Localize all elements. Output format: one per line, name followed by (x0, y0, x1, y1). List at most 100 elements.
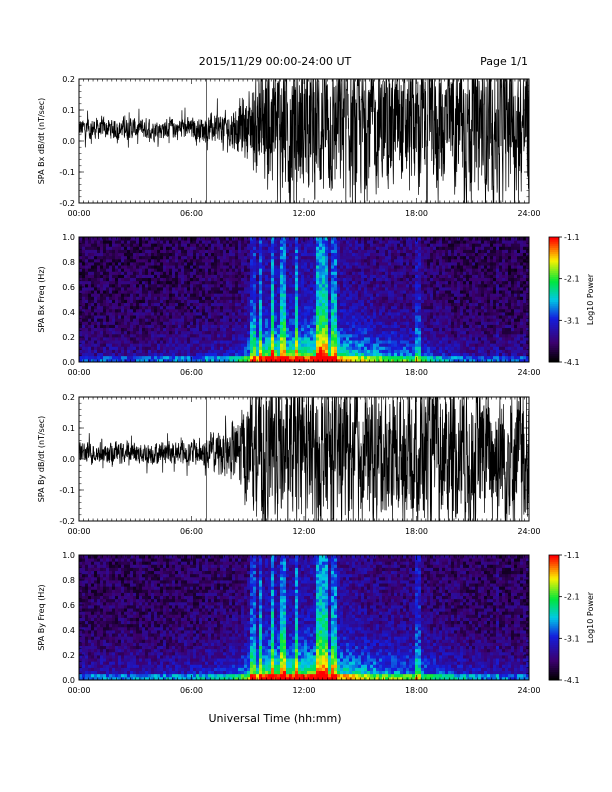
heatmap-cell (166, 352, 170, 357)
heatmap-cell (394, 346, 398, 350)
heatmap-cell (121, 337, 125, 341)
heatmap-cell (241, 352, 245, 357)
heatmap-cell (319, 290, 323, 294)
heatmap-cell (379, 299, 383, 304)
heatmap-cell (415, 299, 419, 304)
heatmap-cell (223, 243, 227, 247)
heatmap-cell (283, 287, 287, 291)
heatmap-cell (316, 287, 320, 291)
heatmap-cell (256, 337, 260, 341)
heatmap-cell (133, 327, 137, 332)
heatmap-cell (286, 268, 290, 272)
heatmap-cell (418, 271, 422, 275)
heatmap-cell (142, 240, 146, 244)
heatmap-cell (166, 255, 170, 260)
heatmap-cell (430, 358, 434, 363)
heatmap-cell (196, 343, 200, 347)
heatmap-cell (238, 330, 242, 335)
heatmap-cell (139, 324, 143, 329)
heatmap-cell (253, 265, 257, 269)
heatmap-cell (310, 252, 314, 257)
heatmap-cell (154, 349, 158, 354)
heatmap-cell (190, 280, 194, 285)
heatmap-cell (130, 280, 134, 285)
heatmap-cell (409, 271, 413, 275)
heatmap-cell (88, 333, 92, 338)
heatmap-cell (199, 337, 203, 341)
heatmap-cell (397, 246, 401, 250)
heatmap-cell (118, 271, 122, 275)
heatmap-cell (241, 290, 245, 294)
heatmap-cell (367, 330, 371, 335)
heatmap-cell (205, 296, 209, 300)
heatmap-cell (166, 237, 170, 241)
heatmap-cell (145, 333, 149, 338)
heatmap-cell (337, 255, 341, 260)
heatmap-cell (355, 343, 359, 347)
heatmap-cell (340, 352, 344, 357)
heatmap-cell (367, 305, 371, 310)
heatmap-cell (406, 296, 410, 300)
heatmap-cell (199, 283, 203, 288)
heatmap-cell (271, 258, 275, 263)
heatmap-cell (106, 346, 110, 350)
heatmap-cell (388, 352, 392, 357)
heatmap-cell (82, 337, 86, 341)
heatmap-cell (334, 327, 338, 332)
heatmap-cell (235, 255, 239, 260)
heatmap-cell (250, 258, 254, 263)
heatmap-cell (364, 305, 368, 310)
heatmap-cell (217, 349, 221, 354)
heatmap-cell (415, 327, 419, 332)
heatmap-cell (361, 243, 365, 247)
heatmap-cell (247, 343, 251, 347)
heatmap-cell (253, 346, 257, 350)
heatmap-cell (178, 321, 182, 325)
heatmap-cell (304, 352, 308, 357)
heatmap-cell (310, 258, 314, 263)
heatmap-cell (391, 265, 395, 269)
heatmap-cell (268, 287, 272, 291)
heatmap-cell (172, 305, 176, 310)
heatmap-cell (358, 355, 362, 360)
heatmap-cell (256, 280, 260, 285)
heatmap-cell (400, 271, 404, 275)
heatmap-cell (364, 296, 368, 300)
heatmap-cell (343, 293, 347, 297)
heatmap-cell (121, 340, 125, 344)
heatmap-cell (82, 271, 86, 275)
heatmap-cell (427, 296, 431, 300)
heatmap-cell (415, 333, 419, 338)
heatmap-cell (232, 327, 236, 332)
heatmap-cell (100, 324, 104, 329)
heatmap-cell (229, 274, 233, 279)
heatmap-cell (424, 299, 428, 304)
heatmap-cell (370, 343, 374, 347)
heatmap-cell (181, 305, 185, 310)
heatmap-cell (250, 324, 254, 329)
heatmap-cell (367, 290, 371, 294)
heatmap-cell (271, 265, 275, 269)
heatmap-cell (196, 308, 200, 313)
heatmap-cell (190, 321, 194, 325)
heatmap-cell (205, 343, 209, 347)
heatmap-cell (415, 293, 419, 297)
heatmap-cell (91, 299, 95, 304)
heatmap-cell (421, 243, 425, 247)
heatmap-cell (277, 343, 281, 347)
heatmap-cell (370, 337, 374, 341)
heatmap-cell (130, 308, 134, 313)
heatmap-cell (121, 265, 125, 269)
heatmap-cell (151, 252, 155, 257)
heatmap-cell (394, 321, 398, 325)
heatmap-cell (409, 349, 413, 354)
heatmap-cell (265, 315, 269, 319)
heatmap-cell (151, 358, 155, 363)
heatmap-cell (340, 290, 344, 294)
heatmap-cell (310, 358, 314, 363)
heatmap-cell (247, 296, 251, 300)
heatmap-cell (178, 277, 182, 282)
heatmap-cell (418, 249, 422, 254)
heatmap-cell (361, 268, 365, 272)
heatmap-cell (403, 312, 407, 316)
